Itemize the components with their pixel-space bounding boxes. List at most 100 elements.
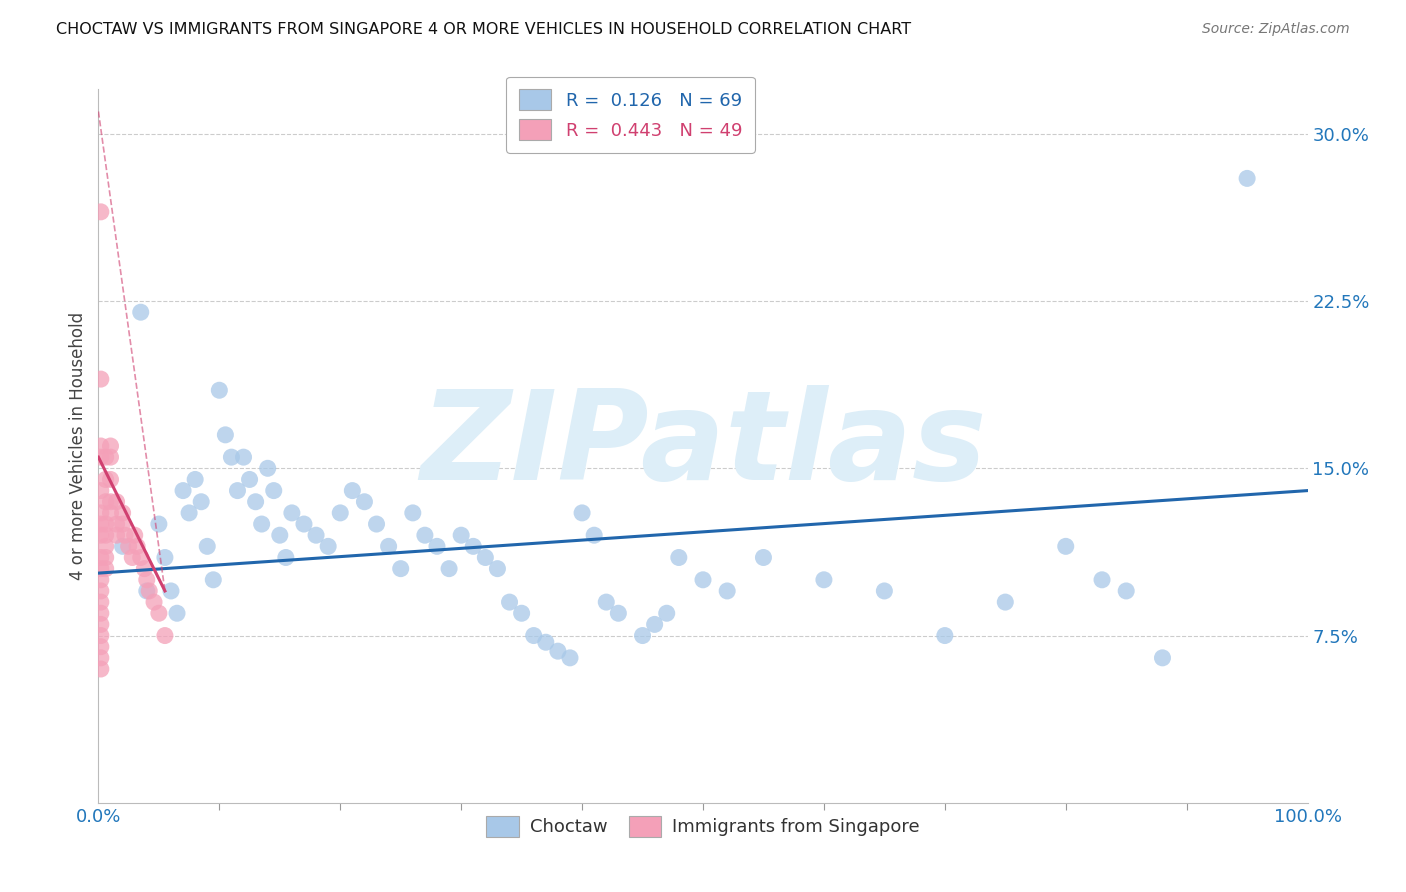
- Point: [127, 539, 149, 553]
- Point: [214, 427, 236, 442]
- Point: [143, 595, 166, 609]
- Point: [389, 562, 412, 576]
- Point: [329, 506, 352, 520]
- Point: [413, 528, 436, 542]
- Point: [134, 562, 156, 576]
- Point: [366, 516, 388, 531]
- Point: [153, 550, 176, 565]
- Point: [274, 550, 297, 565]
- Point: [90, 617, 112, 632]
- Point: [90, 573, 112, 587]
- Point: [90, 607, 112, 621]
- Point: [402, 506, 425, 520]
- Point: [256, 461, 278, 475]
- Point: [202, 573, 225, 587]
- Point: [129, 305, 152, 319]
- Point: [148, 516, 170, 531]
- Point: [90, 516, 112, 531]
- Point: [547, 644, 569, 658]
- Point: [1236, 171, 1258, 186]
- Point: [90, 506, 112, 520]
- Point: [437, 562, 460, 576]
- Legend: Choctaw, Immigrants from Singapore: Choctaw, Immigrants from Singapore: [479, 808, 927, 844]
- Point: [498, 595, 520, 609]
- Point: [221, 450, 243, 464]
- Point: [129, 550, 152, 565]
- Point: [111, 539, 134, 553]
- Point: [716, 583, 738, 598]
- Point: [463, 539, 485, 553]
- Point: [208, 384, 231, 398]
- Point: [583, 528, 606, 542]
- Point: [100, 439, 122, 453]
- Point: [655, 607, 678, 621]
- Point: [90, 628, 112, 642]
- Point: [118, 539, 141, 553]
- Point: [292, 516, 315, 531]
- Point: [100, 473, 122, 487]
- Point: [94, 473, 117, 487]
- Point: [90, 372, 112, 386]
- Point: [94, 494, 117, 508]
- Point: [94, 539, 117, 553]
- Point: [668, 550, 690, 565]
- Text: CHOCTAW VS IMMIGRANTS FROM SINGAPORE 4 OR MORE VEHICLES IN HOUSEHOLD CORRELATION: CHOCTAW VS IMMIGRANTS FROM SINGAPORE 4 O…: [56, 22, 911, 37]
- Point: [269, 528, 291, 542]
- Point: [1091, 573, 1114, 587]
- Point: [94, 450, 117, 464]
- Point: [135, 583, 157, 598]
- Point: [90, 204, 112, 219]
- Point: [474, 550, 496, 565]
- Point: [426, 539, 449, 553]
- Point: [752, 550, 775, 565]
- Point: [94, 550, 117, 565]
- Point: [226, 483, 249, 498]
- Point: [90, 595, 112, 609]
- Point: [342, 483, 364, 498]
- Point: [105, 516, 128, 531]
- Point: [138, 583, 160, 598]
- Point: [90, 528, 112, 542]
- Point: [172, 483, 194, 498]
- Point: [184, 473, 207, 487]
- Point: [813, 573, 835, 587]
- Point: [607, 607, 630, 621]
- Point: [90, 562, 112, 576]
- Point: [644, 617, 666, 632]
- Point: [100, 494, 122, 508]
- Point: [121, 550, 143, 565]
- Point: [90, 651, 112, 665]
- Point: [111, 516, 134, 531]
- Point: [486, 562, 509, 576]
- Point: [90, 662, 112, 676]
- Point: [94, 516, 117, 531]
- Point: [1054, 539, 1077, 553]
- Point: [100, 506, 122, 520]
- Point: [160, 583, 183, 598]
- Point: [595, 595, 617, 609]
- Point: [245, 494, 267, 508]
- Text: Source: ZipAtlas.com: Source: ZipAtlas.com: [1202, 22, 1350, 37]
- Point: [263, 483, 285, 498]
- Point: [135, 573, 157, 587]
- Point: [1115, 583, 1137, 598]
- Point: [353, 494, 375, 508]
- Point: [571, 506, 593, 520]
- Point: [94, 528, 117, 542]
- Point: [523, 628, 546, 642]
- Point: [692, 573, 714, 587]
- Point: [105, 528, 128, 542]
- Point: [90, 439, 112, 453]
- Point: [510, 607, 533, 621]
- Point: [281, 506, 304, 520]
- Point: [873, 583, 896, 598]
- Point: [534, 635, 557, 649]
- Point: [190, 494, 212, 508]
- Point: [124, 528, 146, 542]
- Point: [153, 628, 176, 642]
- Point: [450, 528, 472, 542]
- Point: [934, 628, 956, 642]
- Point: [631, 628, 654, 642]
- Point: [305, 528, 328, 542]
- Point: [105, 494, 128, 508]
